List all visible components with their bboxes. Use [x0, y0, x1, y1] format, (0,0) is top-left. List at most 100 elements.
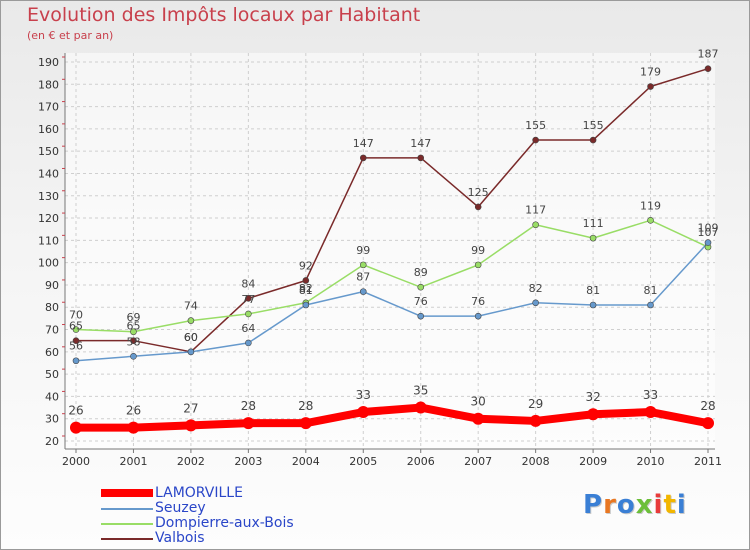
data-label-lamorville-2005: 33 — [356, 388, 371, 402]
y-tick-label-100: 100 — [38, 257, 59, 270]
plot-area — [65, 53, 715, 449]
point-lamorville-2011 — [702, 417, 714, 430]
point-seuzey-2006 — [417, 312, 425, 320]
legend-item-valbois: Valbois — [101, 530, 361, 546]
y-tick-label-190: 190 — [38, 56, 59, 69]
point-seuzey-2008 — [532, 299, 539, 307]
legend-swatch-valbois — [101, 538, 153, 540]
data-label-lamorville-2010: 33 — [643, 388, 658, 402]
y-tick-label-60: 60 — [45, 346, 59, 359]
data-label-valbois-2003: 84 — [241, 277, 255, 290]
data-label-lamorville-2011: 28 — [700, 399, 715, 413]
y-tick-label-120: 120 — [38, 212, 59, 225]
point-valbois-2003 — [245, 295, 252, 302]
data-label-lamorville-2007: 30 — [471, 395, 486, 409]
x-tick-label-2000: 2000 — [62, 455, 90, 468]
y-tick-label-130: 130 — [38, 190, 59, 203]
x-tick-label-2006: 2006 — [407, 455, 435, 468]
series-points — [70, 65, 714, 434]
legend-label-dompierre: Dompierre-aux-Bois — [155, 515, 294, 531]
legend-swatch-lamorville — [101, 489, 153, 497]
data-label-dompierre-aux-bois-2002: 74 — [184, 300, 198, 313]
y-tick-label-40: 40 — [45, 390, 59, 403]
data-labels: 65 65 60 84 92 147 147 125 155 155 179 187 70 69 74 77 8… — [68, 48, 718, 418]
logo-letter: P — [583, 490, 604, 520]
axes — [64, 53, 715, 450]
point-dompierre-aux-bois-2007 — [474, 261, 482, 269]
point-seuzey-2007 — [474, 312, 482, 320]
data-label-lamorville-2004: 28 — [298, 399, 313, 413]
data-label-dompierre-aux-bois-2000: 70 — [69, 309, 83, 322]
data-label-valbois-2005: 147 — [353, 137, 374, 150]
y-tick-label-110: 110 — [38, 234, 59, 247]
point-dompierre-aux-bois-2005 — [359, 261, 367, 269]
y-tick-label-160: 160 — [38, 123, 59, 136]
series-line-lamorville — [72, 403, 712, 432]
x-tick-label-2011: 2011 — [694, 455, 722, 468]
point-lamorville-2001 — [127, 421, 140, 434]
data-label-dompierre-aux-bois-2003: 77 — [241, 293, 255, 306]
point-lamorville-2007 — [472, 412, 485, 425]
data-label-seuzey-2003: 64 — [241, 322, 255, 335]
point-lamorville-2008 — [529, 414, 542, 427]
point-seuzey-2010 — [647, 301, 654, 309]
x-tick-label-2009: 2009 — [579, 455, 607, 468]
y-tick-label-140: 140 — [38, 167, 59, 180]
chart-subtitle: (en € et par an) — [27, 29, 114, 42]
series-line-valbois — [75, 67, 709, 353]
data-label-valbois-2002: 60 — [184, 331, 198, 344]
point-lamorville-2002 — [184, 419, 197, 432]
data-label-seuzey-2008: 82 — [529, 282, 543, 295]
data-label-dompierre-aux-bois-2007: 99 — [471, 244, 485, 257]
data-label-lamorville-2008: 29 — [528, 397, 543, 411]
x-tick-label-2005: 2005 — [349, 455, 377, 468]
grid — [65, 53, 715, 449]
point-seuzey-2001 — [130, 352, 137, 360]
logo-letter: t — [663, 490, 677, 520]
data-label-lamorville-2003: 28 — [241, 399, 256, 413]
point-lamorville-2003 — [242, 417, 255, 430]
point-dompierre-aux-bois-2006 — [417, 283, 425, 291]
point-seuzey-2002 — [187, 348, 195, 356]
logo-letter: o — [616, 490, 636, 520]
point-valbois-2004 — [302, 277, 310, 284]
data-label-dompierre-aux-bois-2010: 119 — [640, 199, 661, 212]
logo-letter: r — [603, 490, 617, 520]
data-label-valbois-2010: 179 — [640, 66, 661, 79]
data-label-lamorville-2009: 32 — [585, 390, 600, 404]
point-dompierre-aux-bois-2003 — [245, 310, 252, 318]
data-label-dompierre-aux-bois-2005: 99 — [356, 244, 370, 257]
y-tick-label-70: 70 — [45, 324, 59, 337]
data-label-seuzey-2004: 81 — [299, 284, 313, 297]
point-dompierre-aux-bois-2009 — [589, 234, 597, 242]
y-tick-label-180: 180 — [38, 78, 59, 91]
point-dompierre-aux-bois-2002 — [187, 317, 195, 324]
chart-title: Evolution des Impôts locaux par Habitant — [27, 4, 421, 26]
series-lines — [72, 67, 712, 432]
point-seuzey-2000 — [72, 357, 80, 365]
y-axis-ticks: 20 30 40 50 60 70 80 90 100 110 120 130 140 150 160 170… — [38, 56, 65, 448]
point-lamorville-2010 — [644, 406, 657, 419]
x-tick-label-2010: 2010 — [637, 455, 665, 468]
legend-label-seuzey: Seuzey — [155, 500, 206, 516]
data-label-dompierre-aux-bois-2001: 69 — [126, 311, 140, 324]
legend: LAMORVILLE Seuzey Dompierre-aux-Bois Val… — [101, 485, 361, 546]
legend-item-lamorville: LAMORVILLE — [101, 485, 361, 501]
data-label-lamorville-2000: 26 — [68, 404, 83, 418]
point-lamorville-2004 — [299, 417, 312, 430]
data-label-dompierre-aux-bois-2006: 89 — [414, 266, 428, 279]
data-label-seuzey-2002: 60 — [184, 331, 198, 344]
point-lamorville-2009 — [587, 408, 600, 421]
x-tick-label-2003: 2003 — [234, 455, 262, 468]
data-label-dompierre-aux-bois-2008: 117 — [525, 204, 546, 217]
data-label-seuzey-2001: 58 — [126, 335, 140, 348]
data-label-lamorville-2006: 35 — [413, 384, 428, 398]
data-label-seuzey-2011: 109 — [698, 222, 719, 235]
legend-swatch-seuzey — [101, 508, 153, 510]
point-valbois-2010 — [647, 83, 654, 90]
legend-label-valbois: Valbois — [155, 530, 205, 546]
data-label-valbois-2009: 155 — [583, 119, 604, 132]
y-tick-label-50: 50 — [45, 368, 59, 381]
